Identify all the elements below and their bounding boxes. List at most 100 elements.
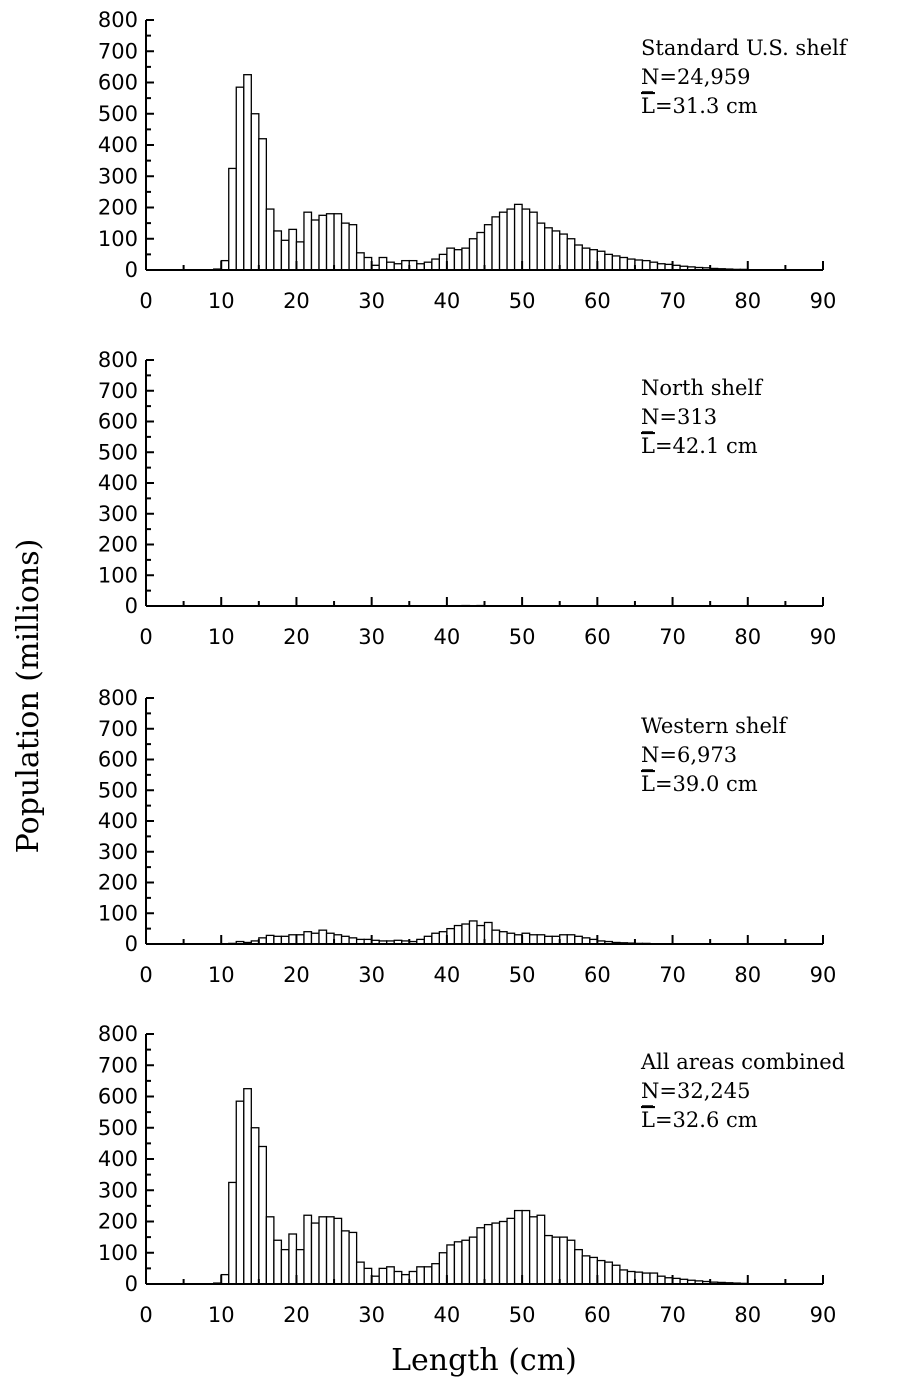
x-tick-label: 20 (283, 1303, 310, 1327)
y-tick-label: 0 (125, 594, 138, 618)
bar (355, 1261, 365, 1285)
bar (423, 261, 433, 271)
x-tick-label: 80 (734, 1303, 761, 1327)
bars (228, 920, 659, 945)
bar (461, 923, 471, 945)
bar (506, 932, 516, 945)
bar (303, 1214, 313, 1285)
y-tick-label: 100 (98, 563, 138, 587)
bar (544, 1234, 553, 1285)
bar (258, 138, 268, 271)
bar (574, 244, 583, 271)
bar (220, 259, 230, 271)
bar (265, 208, 275, 271)
bar (551, 230, 561, 271)
panel-4: 0 100 200 300 400 500 600 700 800 0 10 20 30 40 50 60 70… (98, 1022, 845, 1327)
y-tick-label: 200 (98, 871, 138, 895)
bar (641, 1272, 651, 1285)
x-tick-label: 40 (434, 1303, 461, 1327)
mean-symbol: L (641, 434, 655, 458)
bar (280, 239, 290, 271)
bar (626, 258, 636, 271)
y-tick-label: 300 (98, 164, 138, 188)
mean-value: =31.3 cm (655, 94, 758, 118)
bar (521, 1209, 531, 1285)
y-tick-label: 600 (98, 748, 138, 772)
x-tick-label: 20 (283, 963, 310, 987)
bar (431, 258, 441, 271)
panel-2: 0 100 200 300 400 500 600 700 800 0 10 20 30 40 50 60 70… (98, 348, 836, 649)
bar (574, 935, 583, 945)
bar (273, 935, 283, 945)
bar (491, 929, 501, 945)
bar (634, 1271, 644, 1285)
bar (506, 1217, 516, 1285)
mean-symbol: L (641, 1108, 655, 1132)
x-tick-label: 0 (139, 963, 152, 987)
bar (461, 1239, 471, 1285)
bar (468, 1236, 478, 1285)
bar (544, 935, 553, 945)
bar (498, 931, 508, 945)
x-tick-label: 50 (509, 625, 536, 649)
x-tick-label: 40 (434, 289, 461, 313)
bar (243, 1088, 252, 1285)
bar (596, 1259, 606, 1285)
y-tick-label: 700 (98, 717, 138, 741)
x-tick-label: 30 (358, 1303, 385, 1327)
x-tick-label: 30 (358, 963, 385, 987)
x-tick-label: 80 (734, 625, 761, 649)
sample-size-label: N=24,959 (641, 65, 750, 89)
y-tick-label: 700 (98, 39, 138, 63)
bar (536, 222, 546, 271)
bar (280, 935, 290, 945)
x-tick-label: 10 (208, 1303, 235, 1327)
y-tick-label: 800 (98, 1022, 138, 1046)
bar (453, 1241, 463, 1285)
bar (476, 1227, 486, 1285)
bar (483, 921, 493, 945)
bar (408, 1270, 418, 1285)
bar (401, 1273, 410, 1285)
sample-size-label: N=6,973 (641, 743, 737, 767)
bar (559, 233, 568, 271)
bar (438, 931, 448, 945)
x-tick-label: 90 (810, 963, 837, 987)
y-tick-label: 800 (98, 348, 138, 372)
x-tick-label: 50 (509, 963, 536, 987)
bar (325, 932, 335, 945)
bar (303, 211, 313, 271)
bar (325, 213, 335, 271)
bar (386, 261, 395, 271)
bar (318, 1216, 328, 1285)
bar (536, 934, 546, 945)
bar (438, 253, 448, 271)
sample-size-label: N=313 (641, 405, 717, 429)
x-tick-label: 60 (584, 963, 611, 987)
bar (551, 1236, 561, 1285)
bar (325, 1216, 335, 1285)
bar (656, 1275, 666, 1285)
bar (340, 222, 350, 271)
bar (438, 1252, 448, 1285)
bar (228, 167, 237, 271)
bar (626, 1270, 636, 1285)
bar (386, 1266, 395, 1285)
bar (506, 208, 516, 271)
x-tick-label: 70 (659, 1303, 686, 1327)
bar (423, 1266, 433, 1285)
bar (378, 256, 388, 271)
bar (318, 929, 328, 945)
bar (649, 261, 659, 271)
bar (581, 1255, 591, 1285)
bar (378, 1267, 388, 1285)
x-tick-label: 40 (434, 625, 461, 649)
y-tick-label: 400 (98, 471, 138, 495)
y-tick-label: 200 (98, 533, 138, 557)
bar (476, 924, 486, 945)
bar (265, 1216, 275, 1285)
x-tick-label: 0 (139, 625, 152, 649)
bar (446, 927, 456, 945)
y-tick-label: 500 (98, 1116, 138, 1140)
y-tick-label: 600 (98, 71, 138, 95)
